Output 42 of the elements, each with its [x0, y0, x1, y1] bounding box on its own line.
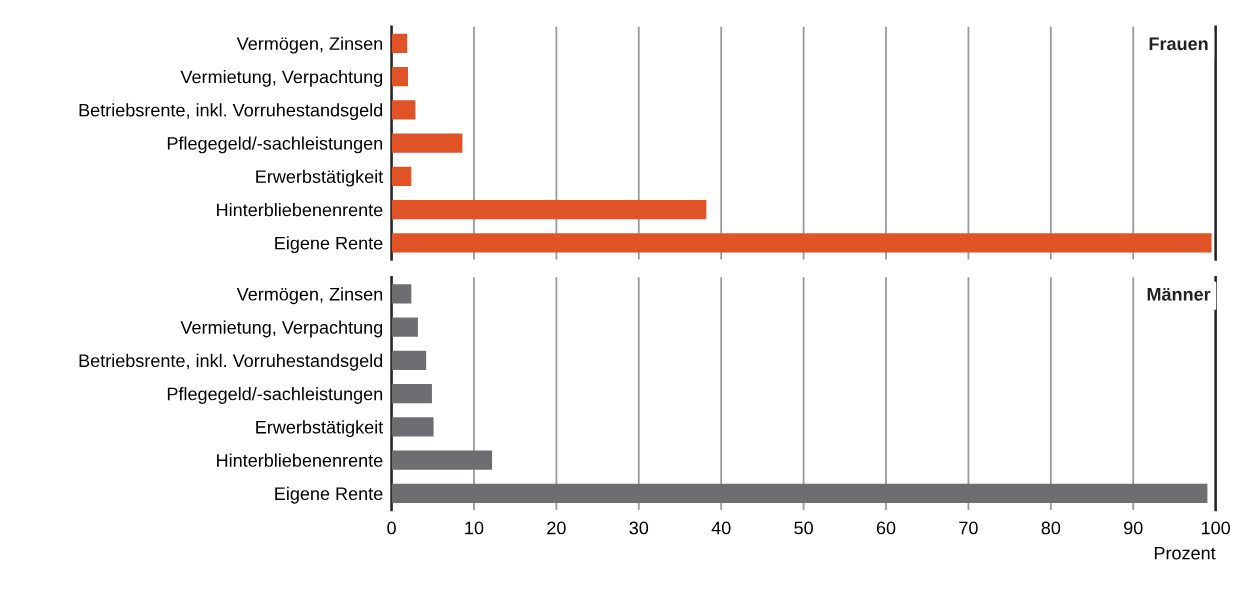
- y-tick-label: Erwerbstätigkeit: [256, 169, 384, 187]
- bar: [391, 450, 493, 470]
- x-tick-label: 50: [794, 521, 813, 535]
- x-tick-label: 40: [711, 521, 731, 535]
- bar: [391, 284, 412, 304]
- bar: [391, 417, 434, 437]
- chart-title: Frauen: [1149, 37, 1208, 51]
- x-tick-label: 70: [959, 521, 978, 535]
- bar: [391, 317, 418, 337]
- x-tick-label: 100: [1201, 521, 1231, 535]
- x-axis-title: Prozent: [1154, 546, 1216, 560]
- bar: [391, 66, 409, 87]
- bar: [391, 166, 412, 186]
- bar: [391, 100, 416, 120]
- bar: [391, 33, 408, 53]
- y-tick-label: Erwerbstätigkeit: [256, 420, 384, 438]
- x-tick-label: 0: [387, 521, 396, 535]
- x-tick-label: 20: [547, 521, 566, 535]
- x-tick-label: 30: [629, 521, 649, 535]
- y-tick-label: Hinterbliebenenrente: [217, 203, 383, 217]
- y-tick-label: Pflegegeld/-sachleistungen: [167, 387, 383, 404]
- y-tick-label: Vermögen, Zinsen: [236, 36, 383, 54]
- y-tick-label: Hinterbliebenenrente: [217, 453, 383, 467]
- x-tick-label: 90: [1124, 521, 1143, 535]
- y-tick-label: Vermietung, Verpachtung: [180, 70, 383, 87]
- y-tick-label: Betriebsrente, inkl. Vorruhestandsgeld: [79, 353, 383, 371]
- x-tick-label: 60: [876, 521, 896, 535]
- bar: [391, 383, 432, 404]
- y-tick-label: Pflegegeld/-sachleistungen: [167, 136, 383, 154]
- y-tick-label: Betriebsrente, inkl. Vorruhestandsgeld: [79, 103, 383, 121]
- bar: [391, 350, 427, 370]
- bar: [391, 233, 1212, 253]
- y-tick-label: Vermietung, Verpachtung: [180, 320, 383, 338]
- x-tick-label: 10: [465, 521, 484, 535]
- chart-title: Männer: [1147, 288, 1211, 301]
- y-tick-label: Vermögen, Zinsen: [236, 287, 383, 305]
- bar: [391, 133, 463, 153]
- bar: [391, 483, 1208, 503]
- y-tick-label: Eigene Rente: [275, 486, 383, 504]
- bar: [391, 199, 707, 220]
- y-tick-label: Eigene Rente: [275, 236, 383, 254]
- x-tick-label: 80: [1041, 521, 1061, 535]
